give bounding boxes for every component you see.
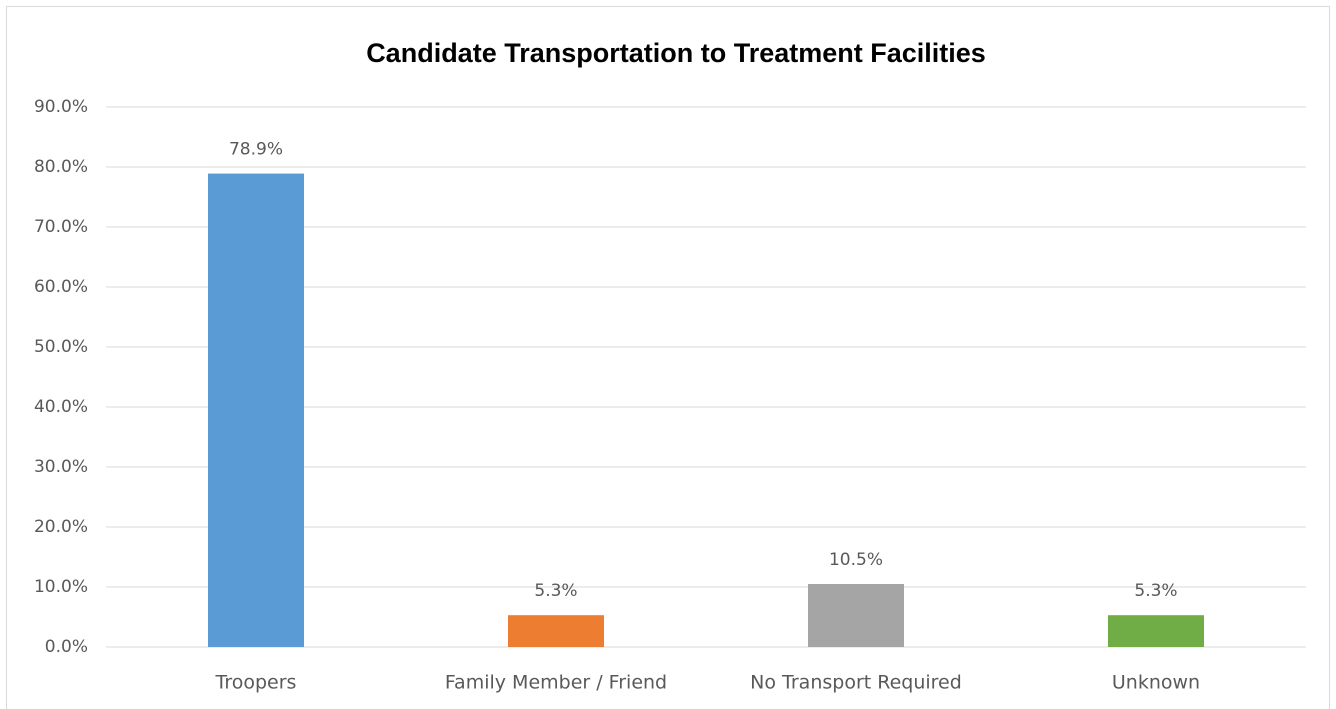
y-tick-label: 30.0% <box>34 457 88 477</box>
y-tick-label: 40.0% <box>34 397 88 417</box>
y-tick-label: 10.0% <box>34 577 88 597</box>
data-label: 5.3% <box>534 581 577 601</box>
bar <box>208 173 304 647</box>
x-tick-label: Unknown <box>1112 672 1200 694</box>
y-tick-label: 80.0% <box>34 157 88 177</box>
bar <box>508 615 604 647</box>
data-label: 78.9% <box>229 140 283 160</box>
y-tick-label: 50.0% <box>34 337 88 357</box>
x-tick-label: Family Member / Friend <box>445 672 667 694</box>
bar <box>808 584 904 647</box>
x-tick-label: Troopers <box>215 672 297 694</box>
data-label: 10.5% <box>829 550 883 570</box>
chart-border <box>6 6 1330 709</box>
y-tick-label: 60.0% <box>34 277 88 297</box>
bar <box>1108 615 1204 647</box>
y-tick-label: 70.0% <box>34 217 88 237</box>
y-tick-label: 90.0% <box>34 97 88 117</box>
data-label: 5.3% <box>1134 581 1177 601</box>
chart-title: Candidate Transportation to Treatment Fa… <box>366 38 986 68</box>
y-tick-label: 20.0% <box>34 517 88 537</box>
x-tick-label: No Transport Required <box>750 672 962 694</box>
y-tick-label: 0.0% <box>45 637 88 657</box>
